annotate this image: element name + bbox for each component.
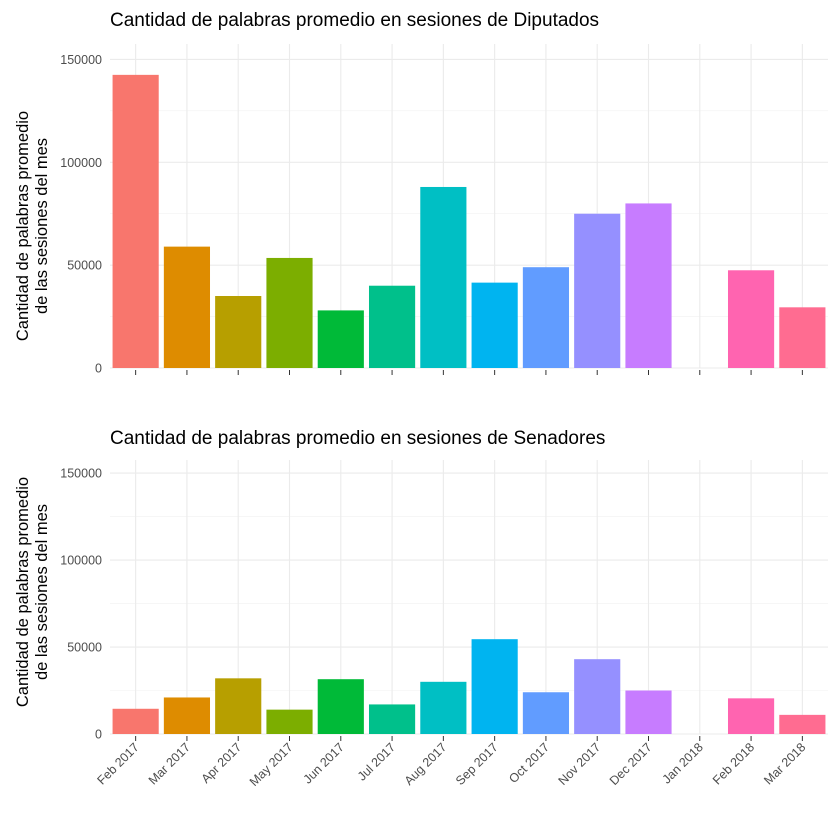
x-tick-label: Sep 2017 [453,740,501,788]
bar-mar-2018 [779,714,826,734]
bar-oct-2017 [522,692,570,734]
bar-aug-2017 [420,681,467,734]
bar-sep-2017 [471,639,518,734]
x-tick-label: Jun 2017 [301,740,347,786]
bar-nov-2017 [574,213,621,368]
chart-title: Cantidad de palabras promedio en sesione… [110,10,599,31]
y-tick-label: 100000 [60,156,102,170]
y-tick-label: 150000 [60,53,102,67]
x-tick-label: May 2017 [247,740,296,789]
bar-jul-2017 [368,285,416,368]
bar-may-2017 [266,257,313,368]
x-tick-label: Nov 2017 [556,740,604,788]
bar-feb-2018 [727,270,775,368]
y-tick-label: 150000 [60,467,102,481]
x-tick-label: Dec 2017 [607,740,655,788]
bar-sep-2017 [471,282,518,368]
bar-dec-2017 [625,690,672,734]
y-tick-label: 50000 [67,641,102,655]
bar-jun-2017 [317,679,364,734]
y-tick-label: 100000 [60,554,102,568]
bar-may-2017 [266,709,313,734]
chart-title: Cantidad de palabras promedio en sesione… [110,428,605,449]
x-tick-label: Jan 2018 [660,740,706,786]
x-tick-label: Mar 2017 [146,740,193,787]
bar-nov-2017 [574,659,621,734]
bar-feb-2017 [112,708,159,734]
bar-feb-2018 [727,698,775,734]
x-tick-label: Aug 2017 [402,740,450,788]
bar-mar-2018 [779,307,826,368]
bar-jun-2017 [317,310,364,368]
y-tick-label: 0 [95,728,102,742]
chart-panel-2: Cantidad de palabras promedio en sesione… [14,428,828,789]
y-axis-label: Cantidad de palabras promediode las sesi… [14,111,51,341]
y-axis-label: Cantidad de palabras promediode las sesi… [14,477,51,707]
bar-jul-2017 [368,704,416,734]
bar-apr-2017 [215,678,262,734]
x-tick-label: Feb 2017 [95,740,142,787]
y-tick-label: 0 [95,362,102,376]
bar-dec-2017 [625,203,672,368]
bar-mar-2017 [163,697,211,734]
chart-panel-1: Cantidad de palabras promedio en sesione… [14,10,828,376]
bar-feb-2017 [112,74,159,368]
x-tick-label: Mar 2018 [761,740,808,787]
bar-oct-2017 [522,267,570,368]
x-tick-label: Feb 2018 [710,740,757,787]
x-tick-label: Oct 2017 [506,740,552,786]
y-tick-label: 50000 [67,259,102,273]
bar-apr-2017 [215,296,262,368]
x-tick-label: Apr 2017 [199,740,245,786]
x-tick-label: Jul 2017 [355,740,398,783]
bar-aug-2017 [420,186,467,368]
bar-mar-2017 [163,246,211,368]
